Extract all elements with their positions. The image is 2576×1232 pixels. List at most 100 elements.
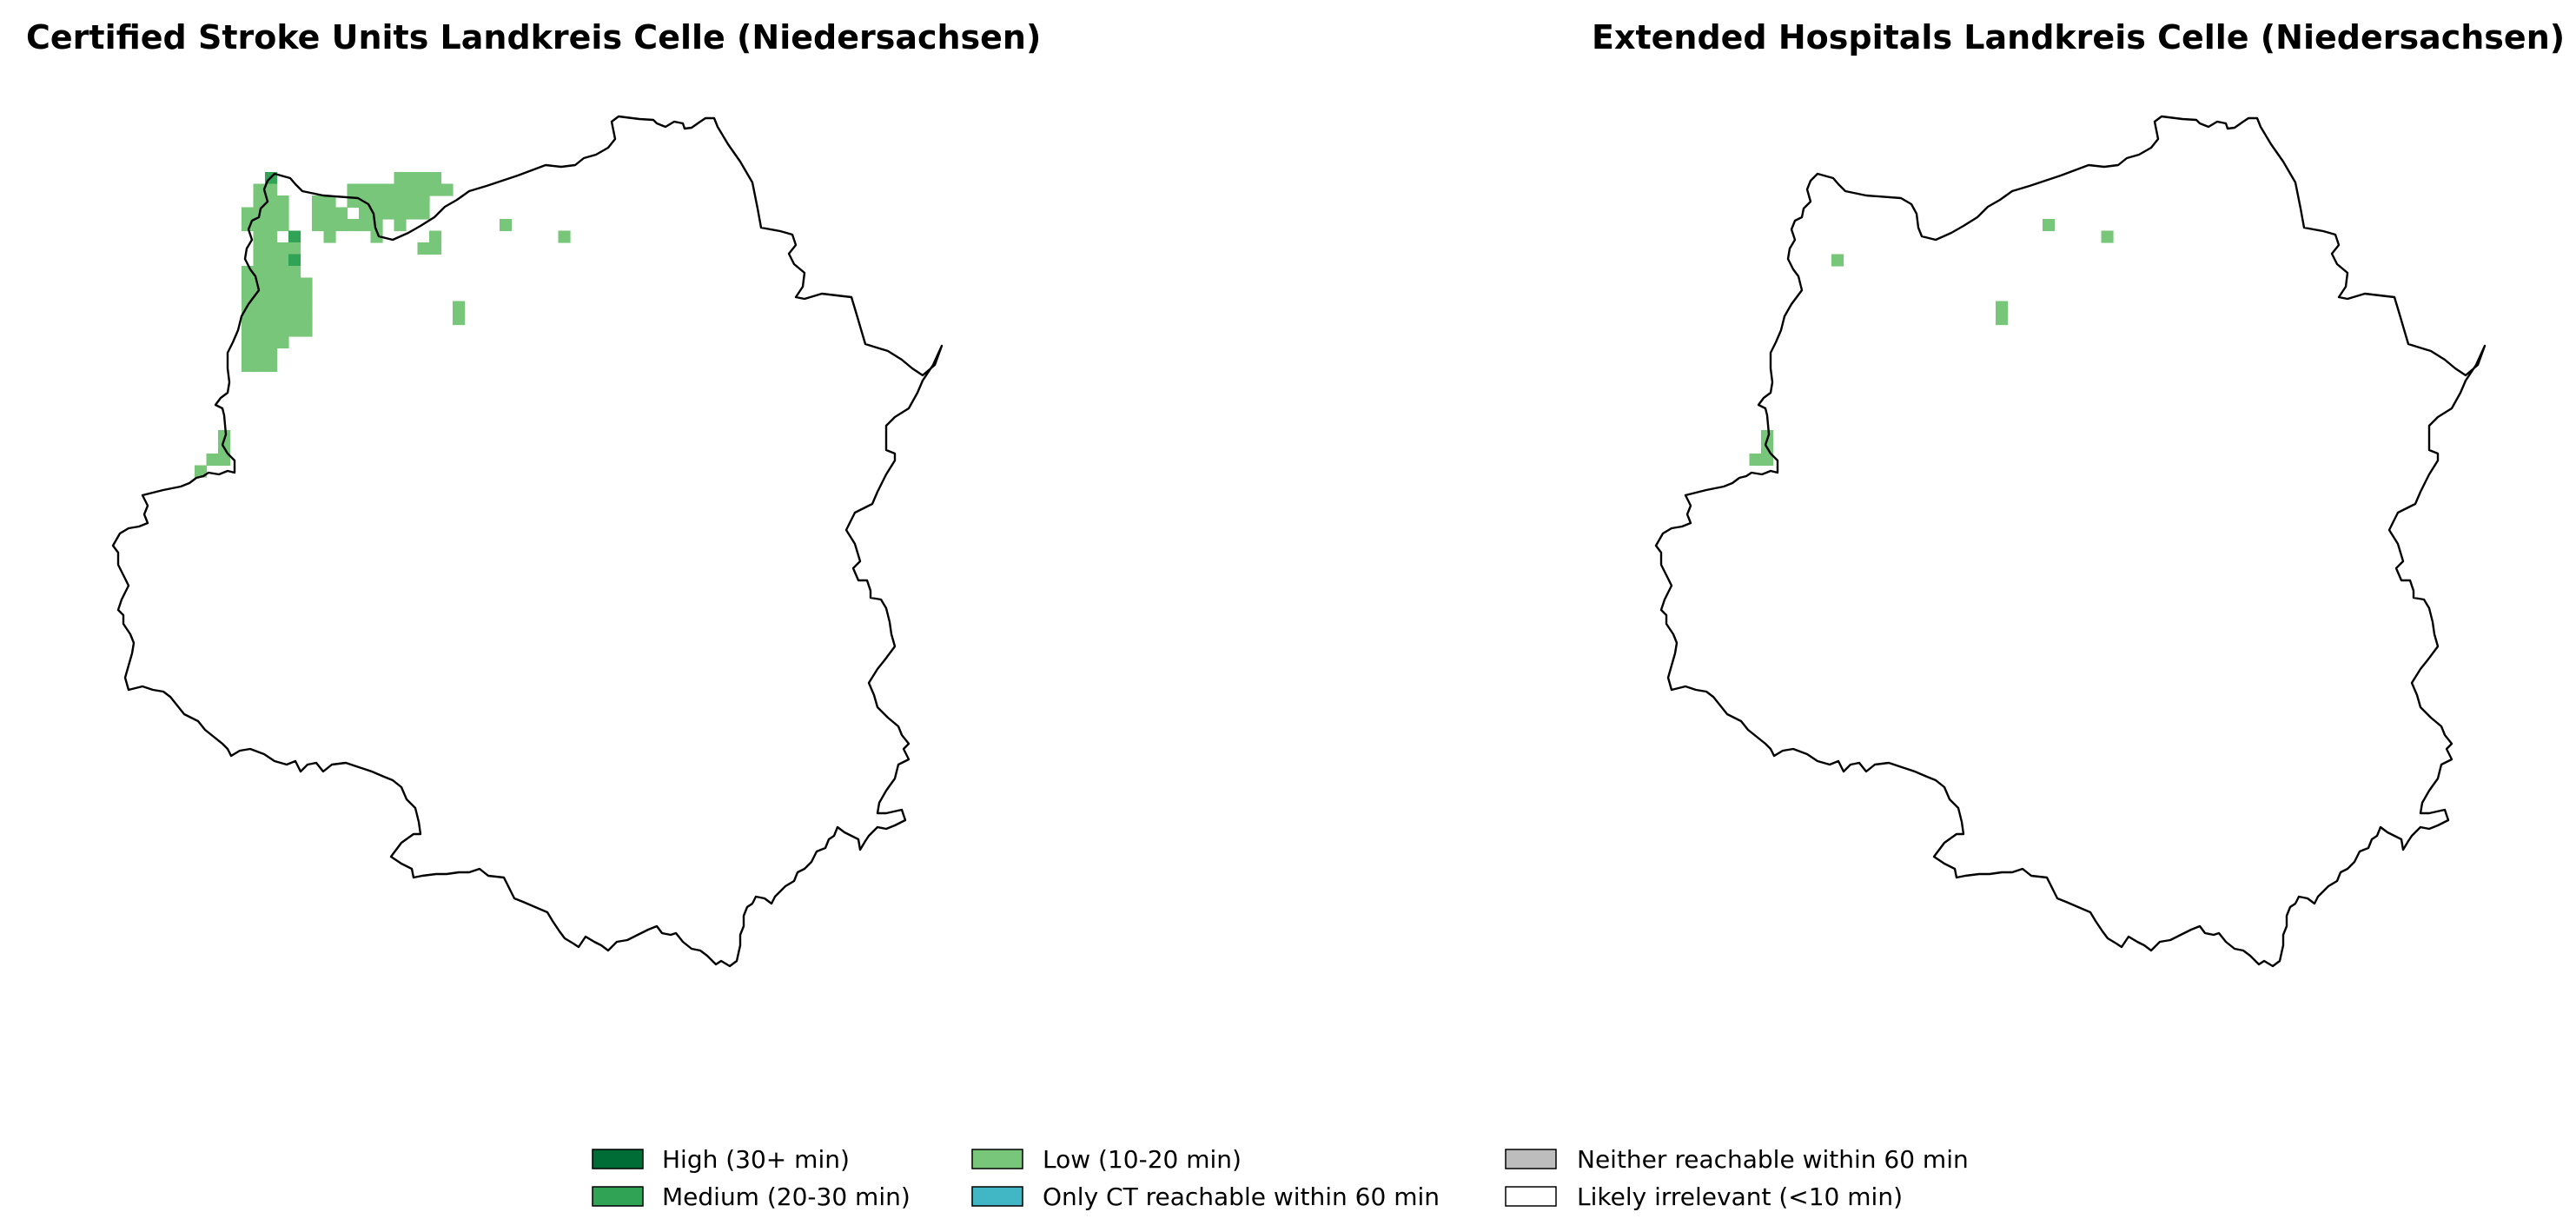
grid-cell-low (253, 183, 266, 196)
grid-cell-low (206, 454, 219, 467)
grid-cell-low (242, 289, 255, 302)
grid-cell-low (394, 195, 407, 209)
grid-cell-low (265, 360, 278, 373)
grid-cell-low (370, 183, 383, 196)
grid-cell-low (253, 360, 266, 373)
grid-cell-low (253, 324, 266, 337)
grid-cell-low (276, 254, 289, 267)
grid-cell-low (276, 289, 289, 302)
grid-cell-medium (288, 230, 301, 243)
grid-cell-low (429, 172, 442, 185)
grid-cell-low (265, 183, 278, 196)
grid-cell-low (218, 430, 231, 443)
grid-cell-low (288, 324, 301, 337)
grid-cell-low (429, 230, 442, 243)
panel-title: Extended Hospitals Landkreis Celle (Nied… (1592, 18, 2565, 56)
grid-cell-low (242, 277, 255, 290)
grid-cell-low (347, 219, 360, 232)
grid-cell-low (312, 207, 325, 220)
grid-cell-low (265, 289, 278, 302)
grid-cell-low (300, 313, 313, 326)
grid-cell-layer (195, 172, 571, 478)
grid-cell-low (300, 301, 313, 314)
legend-label-high: High (30+ min) (662, 1145, 850, 1174)
grid-cell-low (288, 242, 301, 255)
grid-cell-low (394, 207, 407, 220)
grid-cell-low (394, 172, 407, 185)
grid-cell-low (265, 277, 278, 290)
grid-cell-low (253, 336, 266, 349)
grid-cell-low (406, 183, 419, 196)
legend-swatch-neither (1505, 1149, 1557, 1169)
grid-cell-low (382, 207, 395, 220)
grid-cell-low (265, 195, 278, 209)
grid-cell-low (382, 183, 395, 196)
legend-swatch-high (592, 1149, 644, 1169)
grid-cell-low (242, 360, 255, 373)
grid-cell-low (253, 266, 266, 279)
grid-cell-low (1761, 454, 1774, 467)
grid-cell-low (253, 301, 266, 314)
grid-cell-low (265, 313, 278, 326)
grid-cell-low (265, 219, 278, 232)
grid-cell-low (1749, 454, 1762, 467)
grid-cell-low (276, 336, 289, 349)
grid-cell-low (300, 324, 313, 337)
grid-cell-low (370, 230, 383, 243)
grid-cell-low (253, 242, 266, 255)
grid-cell-low (417, 242, 430, 255)
legend-label-irrelevant: Likely irrelevant (<10 min) (1577, 1182, 1903, 1211)
grid-cell-low (1761, 430, 1774, 443)
grid-cell-low (265, 266, 278, 279)
grid-cell-low (265, 336, 278, 349)
grid-cell-low (417, 183, 430, 196)
grid-cell-low (288, 277, 301, 290)
legend-label-low: Low (10-20 min) (1043, 1145, 1242, 1174)
grid-cell-low (1996, 301, 2009, 314)
grid-cell-layer (1749, 219, 2114, 467)
grid-cell-low (300, 277, 313, 290)
grid-cell-low (359, 207, 372, 220)
grid-cell-low (359, 219, 372, 232)
grid-cell-low (417, 172, 430, 185)
legend-label-only-ct: Only CT reachable within 60 min (1043, 1182, 1440, 1211)
grid-cell-low (406, 195, 419, 209)
grid-cell-low (359, 183, 372, 196)
grid-cell-low (265, 254, 278, 267)
grid-cell-low (288, 313, 301, 326)
grid-cell-low (218, 454, 231, 467)
map-panel-left: Certified Stroke Units Landkreis Celle (… (26, 18, 1041, 968)
grid-cell-low (312, 195, 325, 209)
grid-cell-low (253, 348, 266, 361)
grid-cell-low (370, 195, 383, 209)
grid-cell-low (242, 313, 255, 326)
grid-cell-low (558, 230, 571, 243)
grid-cell-low (253, 195, 266, 209)
grid-cell-low (2101, 230, 2114, 243)
grid-cell-low (276, 195, 289, 209)
grid-cell-low (265, 242, 278, 255)
grid-cell-low (382, 195, 395, 209)
grid-cell-low (417, 207, 430, 220)
grid-cell-low (1831, 254, 1844, 267)
grid-cell-low (265, 348, 278, 361)
grid-cell-low (276, 301, 289, 314)
grid-cell-low (195, 465, 208, 478)
grid-cell-low (429, 183, 442, 196)
grid-cell-medium (288, 254, 301, 267)
grid-cell-low (288, 289, 301, 302)
grid-cell-low (440, 183, 454, 196)
grid-cell-low (288, 266, 301, 279)
grid-cell-low (394, 219, 407, 232)
legend-label-medium: Medium (20-30 min) (662, 1182, 911, 1211)
grid-cell-low (242, 207, 255, 220)
panel-title: Certified Stroke Units Landkreis Celle (… (26, 18, 1041, 56)
legend-swatch-low (971, 1149, 1023, 1169)
grid-cell-low (276, 324, 289, 337)
grid-cell-low (335, 219, 348, 232)
grid-cell-low (265, 207, 278, 220)
grid-cell-low (335, 207, 348, 220)
grid-cell-low (406, 172, 419, 185)
grid-cell-low (242, 324, 255, 337)
grid-cell-low (312, 219, 325, 232)
